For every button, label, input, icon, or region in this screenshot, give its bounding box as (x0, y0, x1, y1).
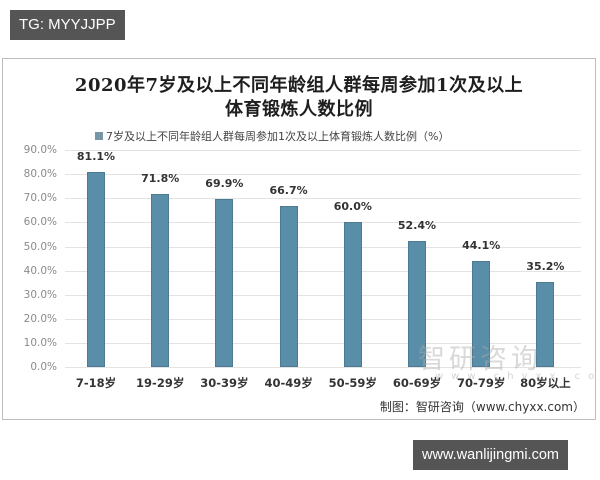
y-axis-tick-label: 80.0% (23, 168, 57, 181)
bar (87, 171, 105, 367)
watermark-text: 智研咨询 (418, 344, 542, 375)
chart-title-line-1: 2020年7岁及以上不同年龄组人群每周参加1次及以上 (74, 75, 524, 96)
y-axis-tick-label: 0.0% (30, 361, 57, 373)
x-axis-category-label: 70-79岁 (457, 376, 506, 390)
x-axis-category-label: 60-69岁 (392, 376, 442, 390)
chart-legend: 7岁及以上不同年龄组人群每周参加1次及以上体育锻炼人数比例（%） (95, 128, 449, 144)
bar (151, 193, 170, 367)
x-axis-category-label: 19-29岁 (136, 376, 185, 390)
bar (279, 206, 298, 367)
gridline (65, 174, 581, 176)
x-axis-category-label: 30-39岁 (200, 376, 249, 390)
data-label: 60.0% (333, 200, 372, 214)
gridline (65, 246, 581, 248)
bar (343, 222, 362, 367)
legend-swatch-icon (95, 132, 103, 140)
x-axis-category-label: 50-59岁 (328, 376, 377, 390)
x-axis-category-label: 40-49岁 (264, 376, 313, 390)
gridline (65, 294, 581, 296)
watermark-url: www.chyxx.com (435, 371, 600, 382)
data-label: 44.1% (462, 238, 501, 252)
source-credit: 制图：智研咨询（www.chyxx.com） (379, 400, 585, 414)
y-axis-tick-label: 30.0% (23, 288, 57, 301)
gridline (65, 318, 581, 320)
bar (215, 198, 234, 367)
plot-area: 0.0% 10.0% 20.0% 30.0% 40.0% 50.0% 60.0% 70.0% 8… (3, 59, 595, 419)
data-label: 66.7% (269, 184, 308, 198)
y-axis-tick-label: 90.0% (23, 144, 57, 157)
y-axis-tick-label: 10.0% (23, 336, 57, 349)
data-label: 52.4% (397, 218, 437, 232)
gridline (65, 367, 581, 368)
gridline (65, 342, 581, 344)
y-axis-tick-label: 20.0% (23, 312, 57, 325)
chart-title-line-2: 体育锻炼人数比例 (225, 99, 373, 120)
bar (472, 260, 491, 367)
bar (536, 282, 555, 367)
y-axis-tick-label: 50.0% (23, 240, 57, 253)
x-axis-category-label: 80岁以上 (520, 376, 571, 390)
data-label: 81.1% (76, 149, 116, 163)
data-label: 71.8% (141, 171, 180, 185)
chart-frame: 2020年7岁及以上不同年龄组人群每周参加1次及以上 体育锻炼人数比例 7岁及以… (2, 58, 600, 420)
bar (408, 240, 426, 367)
legend-label: 7岁及以上不同年龄组人群每周参加1次及以上体育锻炼人数比例（%） (106, 130, 450, 143)
bottom-tag-label: www.wanlijingmi.com (413, 440, 568, 470)
x-axis-category-label: 7-18岁 (75, 376, 117, 390)
gridline (65, 270, 581, 272)
gridline (65, 150, 581, 152)
y-axis-tick-label: 40.0% (23, 264, 57, 277)
data-label: 69.9% (205, 176, 244, 190)
data-label: 35.2% (526, 260, 565, 274)
y-axis-tick-label: 70.0% (23, 192, 57, 205)
top-tag-label: TG: MYYJJPP (10, 10, 125, 40)
y-axis-tick-label: 60.0% (23, 216, 57, 229)
gridline (65, 198, 581, 200)
gridline (65, 222, 581, 224)
